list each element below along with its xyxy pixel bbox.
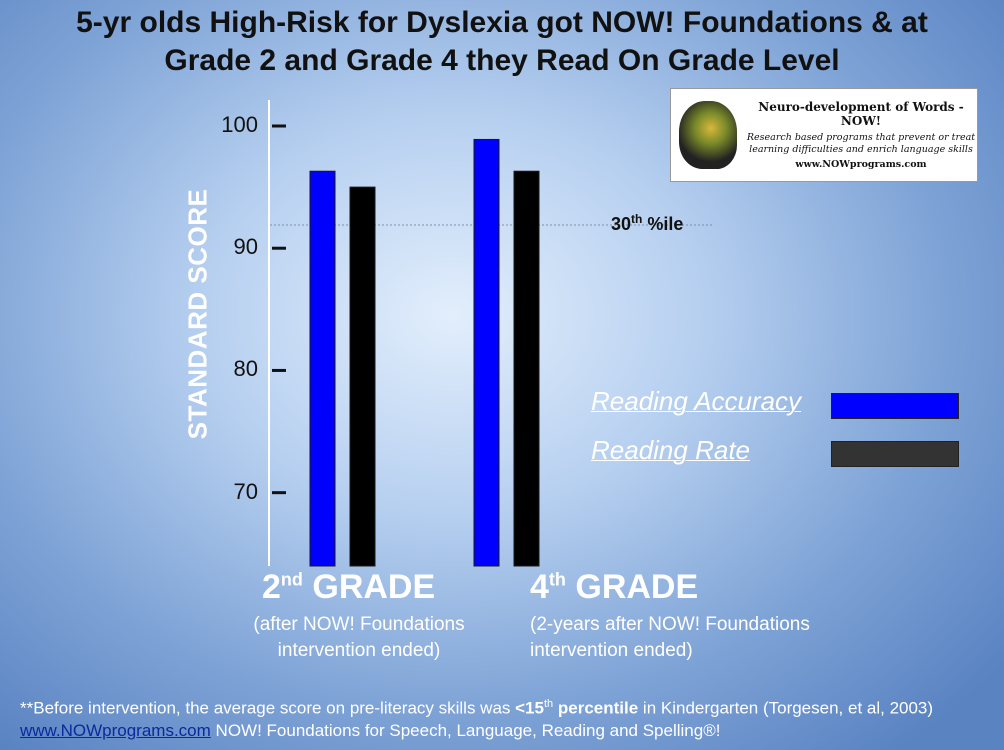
now-programs-logo: Neuro-development of Words - NOW! Resear… [670, 88, 978, 182]
footnote-part4: percentile [553, 698, 639, 718]
bar-reading-accuracy-0 [309, 170, 336, 567]
y-axis [268, 100, 286, 566]
category-grade4-word: GRADE [575, 568, 699, 606]
chart-title-line1: 5-yr olds High-Risk for Dyslexia got NOW… [76, 6, 928, 39]
bar-reading-accuracy-1 [473, 138, 500, 567]
brain-head-icon [679, 101, 737, 169]
ref-label-sup: th [631, 212, 643, 226]
legend-swatch-accuracy [831, 393, 959, 419]
y-tick-label: 100 [221, 112, 258, 137]
logo-text: Neuro-development of Words - NOW! Resear… [745, 100, 977, 170]
footnote-part1: **Before intervention, the average score… [20, 698, 516, 718]
legend-label-rate: Reading Rate [591, 435, 750, 465]
category-title-grade4: 4th GRADE [530, 568, 698, 607]
y-tick-label: 70 [233, 478, 258, 504]
category-grade2-word: GRADE [312, 568, 436, 606]
footnote-part3: th [543, 698, 554, 710]
chart-title-line2: Grade 2 and Grade 4 they Read On Grade L… [164, 44, 840, 77]
legend-swatch-rate [831, 441, 959, 467]
y-tick-label: 80 [233, 356, 258, 382]
bars-group [309, 138, 540, 567]
ref-label-base: 30 [611, 214, 632, 234]
category-grade4-sup: th [548, 569, 566, 590]
category-title-grade2: 2nd GRADE [262, 568, 435, 607]
y-tick-label: 90 [233, 234, 258, 260]
footnote: **Before intervention, the average score… [20, 693, 995, 742]
category-grade2-num: 2 [262, 568, 281, 606]
logo-url: www.NOWprograms.com [795, 159, 927, 170]
bar-reading-rate-1 [513, 170, 540, 567]
legend-label-accuracy: Reading Accuracy [591, 386, 802, 416]
ref-label-rest: %ile [642, 214, 684, 234]
footnote-part6: NOW! Foundations for Speech, Language, R… [210, 720, 721, 740]
footnote-link[interactable]: www.NOWprograms.com [20, 720, 211, 740]
category-grade2-sup: nd [280, 569, 303, 590]
footnote-part2: <15 [515, 698, 544, 718]
bar-reading-rate-0 [349, 186, 376, 567]
chart-title: 5-yr olds High-Risk for Dyslexia got NOW… [0, 4, 1004, 80]
reference-line-label: 30th %ile [611, 212, 683, 235]
logo-name: Neuro-development of Words - NOW! [758, 100, 964, 128]
logo-tagline: Research based programs that prevent or … [746, 132, 976, 155]
category-subtitle-grade4: (2-years after NOW! Foundations interven… [530, 614, 810, 661]
y-axis-label: STANDARD SCORE [182, 188, 213, 440]
category-grade4-num: 4 [530, 568, 549, 606]
footnote-part5: in Kindergarten (Torgesen, et al, 2003) [638, 698, 934, 718]
category-subtitle-grade2: (after NOW! Foundations intervention end… [253, 614, 465, 661]
